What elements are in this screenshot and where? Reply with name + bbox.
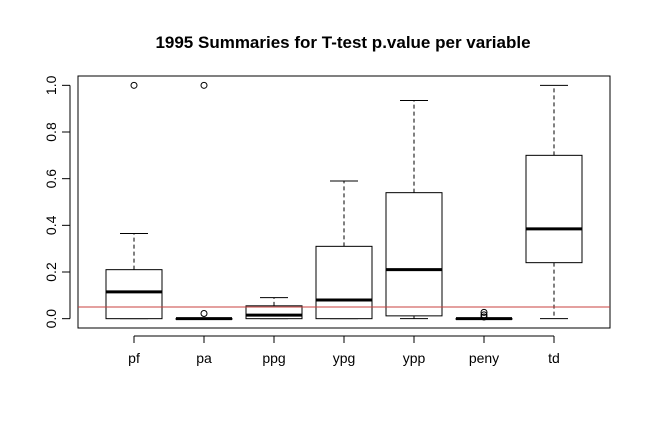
outlier-point	[200, 81, 208, 89]
outlier-point	[480, 311, 488, 319]
box-ypg	[315, 180, 373, 320]
outlier-point	[480, 308, 488, 316]
y-tick-label: 1.0	[43, 75, 59, 95]
x-tick-label: ppg	[262, 350, 285, 366]
y-tick-label: 0.8	[43, 122, 59, 142]
y-axis: 0.0 0.2 0.4 0.6 0.8 1.0	[43, 75, 71, 329]
box-body	[525, 154, 583, 264]
x-tick-label: ypg	[333, 350, 356, 366]
boxes	[105, 81, 583, 321]
box-ypp	[385, 100, 443, 320]
box-body	[245, 305, 303, 320]
plot-frame	[77, 75, 611, 329]
box-pa	[175, 81, 233, 321]
y-tick-label: 0.0	[43, 309, 59, 329]
x-axis: pf pa ppg ypg ypp peny td	[128, 335, 560, 366]
x-tick-label: ypp	[403, 350, 426, 366]
x-tick-label: pa	[196, 350, 212, 366]
box-pf	[105, 81, 163, 320]
chart-title: 1995 Summaries for T-test p.value per va…	[155, 33, 530, 52]
x-tick-label: peny	[469, 350, 499, 366]
outlier-point	[480, 313, 488, 321]
box-body	[385, 192, 443, 317]
box-ppg	[245, 297, 303, 320]
outlier-point	[130, 81, 138, 89]
box-td	[525, 84, 583, 320]
outlier-point	[200, 310, 208, 318]
y-tick-label: 0.2	[43, 262, 59, 282]
box-body	[105, 269, 163, 320]
y-tick-label: 0.4	[43, 215, 59, 235]
x-tick-label: td	[548, 350, 560, 366]
x-tick-label: pf	[128, 350, 140, 366]
box-peny	[455, 308, 513, 321]
box-body	[315, 245, 373, 320]
y-tick-label: 0.6	[43, 169, 59, 189]
